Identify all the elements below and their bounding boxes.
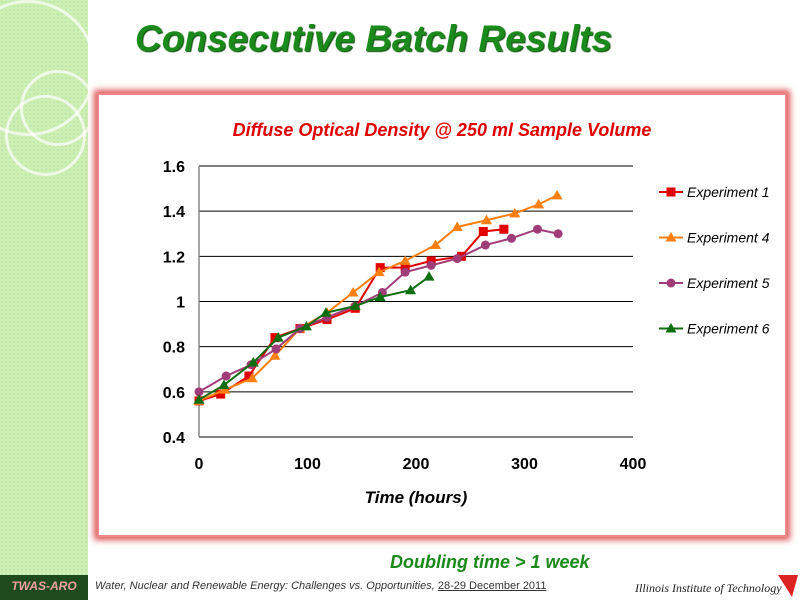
data-point	[551, 189, 563, 200]
data-point	[452, 254, 462, 264]
footer-date: 28-29 December 2011	[437, 580, 547, 592]
data-point	[430, 239, 442, 250]
data-point	[533, 198, 545, 209]
y-tick-label: 1.4	[163, 204, 185, 221]
y-tick-label: 0.6	[163, 385, 185, 402]
data-point	[300, 320, 312, 331]
data-point	[247, 356, 259, 367]
data-point	[506, 233, 516, 243]
data-point	[426, 260, 436, 270]
data-point	[478, 226, 488, 236]
footer-text: Water, Nuclear and Renewable Energy: Cha…	[95, 580, 435, 592]
series-line-4	[198, 275, 430, 401]
x-tick-label: 0	[195, 456, 204, 473]
data-point	[533, 224, 543, 234]
chart: Diffuse Optical Density @ 250 ml Sample …	[163, 120, 770, 507]
data-point	[320, 307, 332, 317]
y-tick-label: 1.2	[163, 249, 185, 266]
data-point	[405, 284, 417, 295]
decorative-strip	[0, 0, 96, 575]
data-point	[374, 291, 386, 301]
data-point	[193, 394, 205, 404]
decor-circle	[5, 95, 86, 176]
data-point	[451, 221, 463, 231]
doubling-note: Doubling time > 1 week	[390, 552, 590, 572]
data-point	[246, 372, 258, 383]
slide-title: Consecutive Batch Results	[135, 18, 613, 59]
y-tick-label: 1.6	[163, 159, 185, 176]
data-point	[218, 379, 230, 390]
data-point	[349, 300, 361, 311]
data-point	[271, 344, 281, 354]
data-point	[272, 332, 284, 342]
data-point	[400, 267, 410, 277]
data-point	[481, 214, 493, 225]
data-point	[347, 286, 359, 297]
legend-marker	[665, 323, 677, 333]
chart-frame: Diffuse Optical Density @ 250 ml Sample …	[97, 93, 787, 537]
data-point	[400, 263, 410, 273]
x-tick-label: 100	[294, 456, 321, 473]
legend-label: Experiment 1	[687, 184, 769, 200]
data-point	[553, 229, 563, 239]
chart-title: Diffuse Optical Density @ 250 ml Sample …	[233, 120, 652, 140]
legend-marker	[665, 232, 677, 242]
badge: TWAS-ARO	[0, 575, 88, 600]
legend-label: Experiment 5	[687, 275, 770, 291]
y-tick-label: 0.8	[163, 340, 185, 357]
footer: Water, Nuclear and Renewable Energy: Cha…	[95, 580, 546, 592]
data-point	[221, 371, 231, 381]
iit-logo-icon	[778, 575, 798, 597]
data-point	[194, 387, 204, 397]
x-tick-label: 300	[511, 456, 538, 473]
legend-marker	[666, 278, 676, 288]
legend-label: Experiment 6	[687, 321, 770, 337]
data-point	[423, 271, 435, 281]
data-point	[216, 389, 226, 399]
x-tick-label: 200	[403, 456, 430, 473]
data-point	[480, 240, 490, 250]
data-point	[373, 266, 385, 277]
data-point	[399, 255, 411, 265]
data-point	[426, 256, 436, 266]
x-tick-label: 400	[620, 456, 647, 473]
y-tick-label: 0.4	[163, 430, 185, 447]
legend-marker	[666, 187, 676, 197]
y-tick-label: 1	[176, 295, 185, 312]
data-point	[270, 333, 280, 343]
data-point	[269, 350, 281, 360]
institution: Illinois Institute of Technology	[635, 581, 782, 595]
data-point	[499, 224, 509, 234]
x-axis-title: Time (hours)	[365, 488, 468, 507]
data-point	[244, 371, 254, 381]
data-point	[509, 207, 521, 218]
data-point	[375, 263, 385, 273]
legend-label: Experiment 4	[687, 230, 770, 246]
